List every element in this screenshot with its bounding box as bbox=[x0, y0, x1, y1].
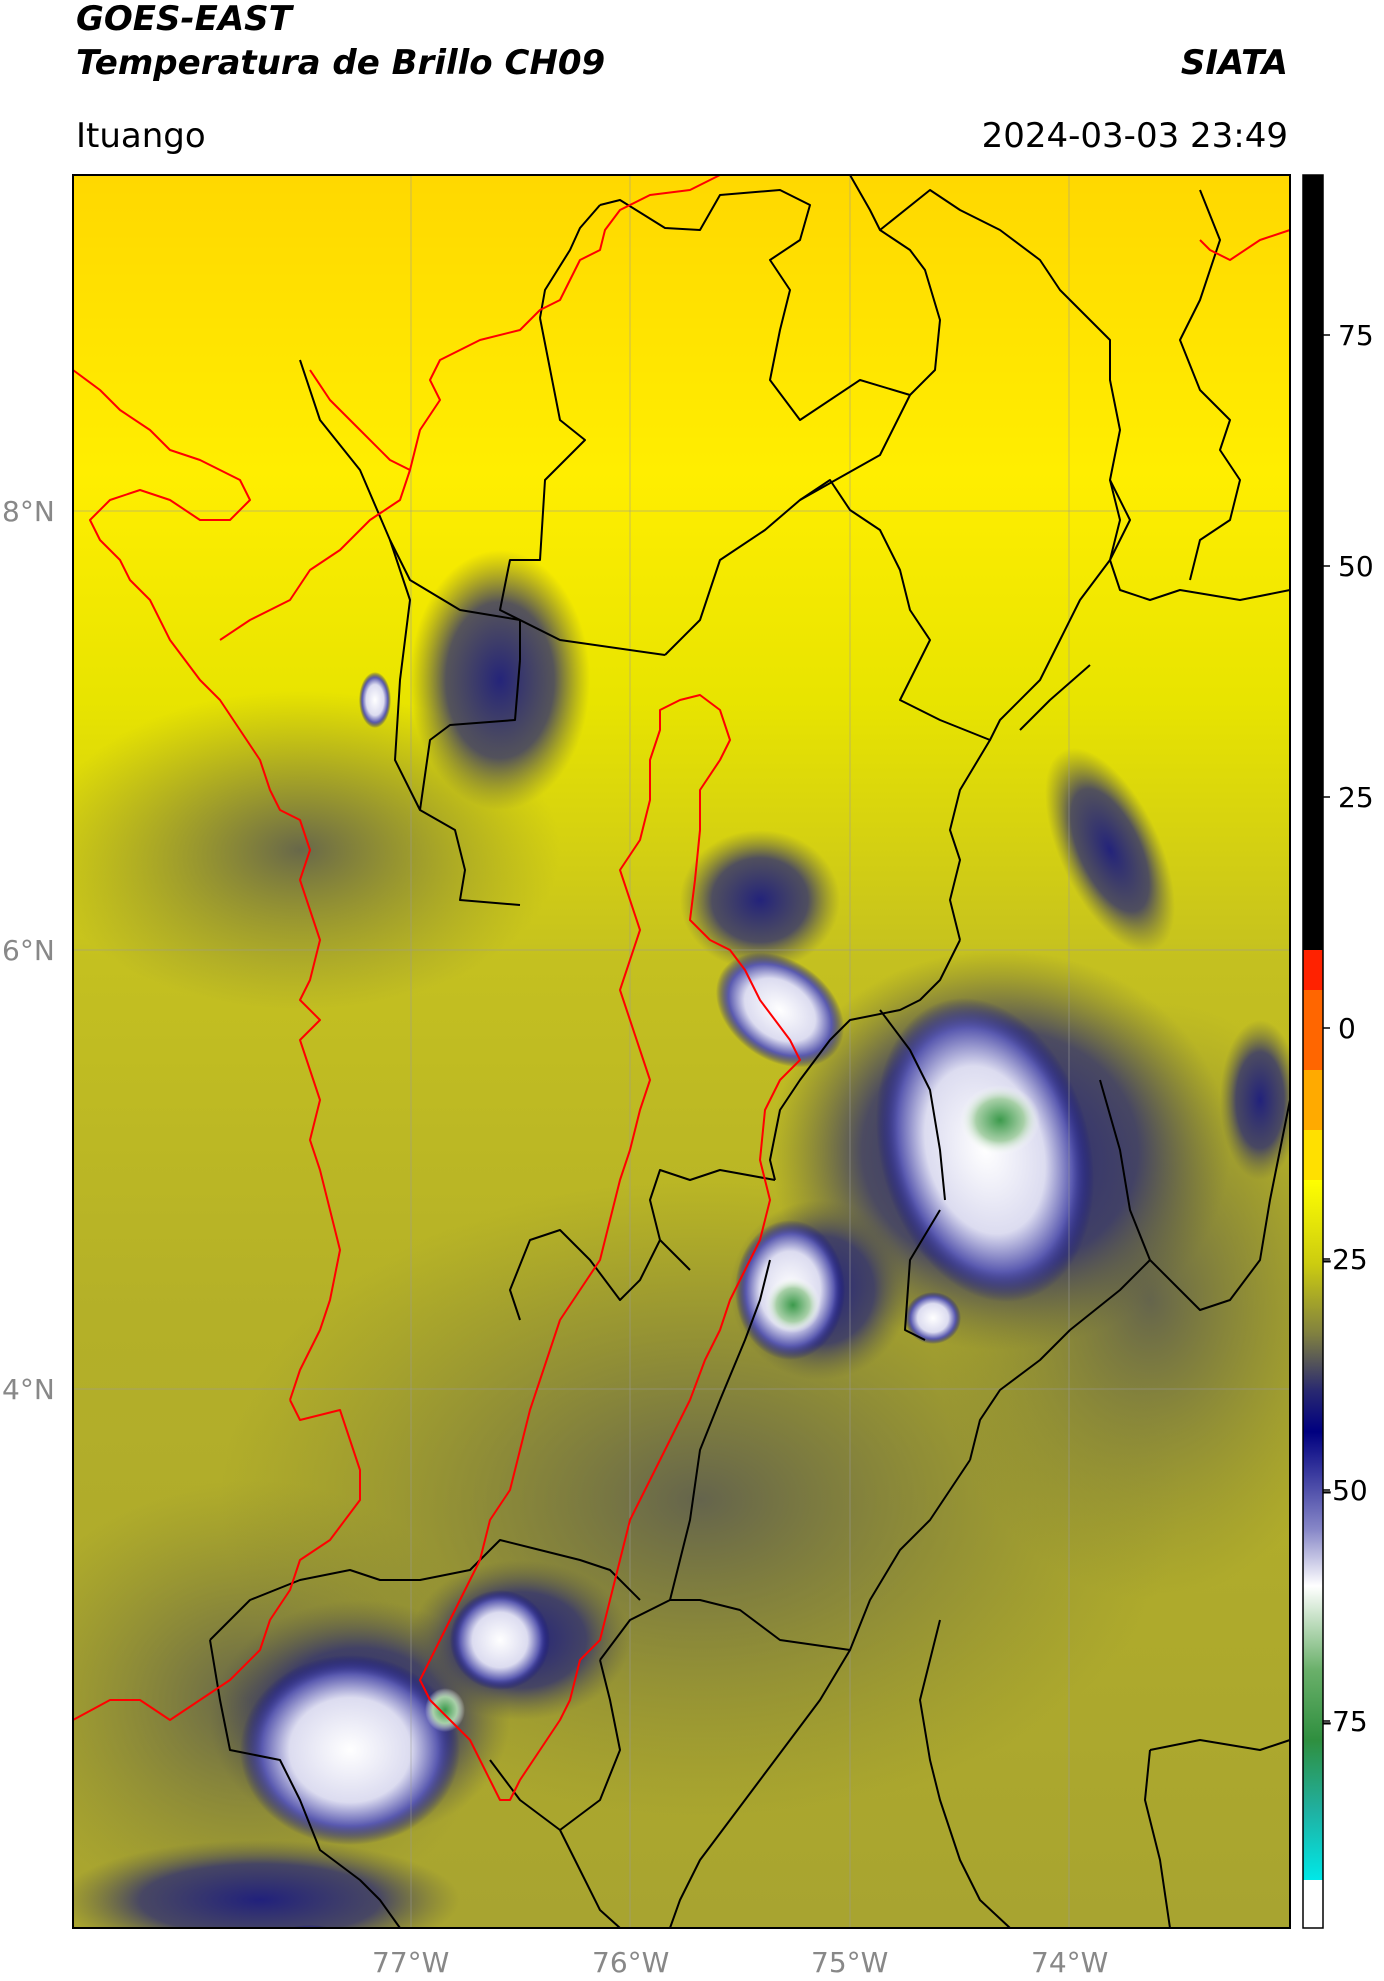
coastline-and-region-outline bbox=[72, 174, 1291, 1801]
colorbar-label-75: 75 bbox=[1338, 319, 1374, 352]
product-title: Temperatura de Brillo CH09 bbox=[76, 43, 606, 83]
colorbar-label-neg75: -75 bbox=[1322, 1705, 1368, 1738]
brightness-temperature-field bbox=[73, 175, 1290, 1928]
lat-label-6n: 6°N bbox=[2, 934, 55, 967]
map-frame bbox=[72, 174, 1291, 1929]
location-label: Ituango bbox=[76, 116, 206, 156]
lat-label-4n: 4°N bbox=[2, 1373, 55, 1406]
colorbar-label-0: 0 bbox=[1338, 1012, 1356, 1045]
colorbar-label-50: 50 bbox=[1338, 550, 1374, 583]
lat-label-8n: 8°N bbox=[2, 495, 55, 528]
department-boundaries bbox=[209, 174, 1291, 1929]
colorbar-label-25: 25 bbox=[1338, 781, 1374, 814]
colorbar: 75 50 25 0 -25 -50 -75 bbox=[1302, 174, 1374, 1929]
satellite-title: GOES-EAST bbox=[76, 0, 292, 39]
lon-label-74w: 74°W bbox=[1031, 1946, 1108, 1979]
colorbar-label-neg50: -50 bbox=[1322, 1474, 1368, 1507]
longitude-labels: 77°W 76°W 75°W 74°W bbox=[372, 1946, 1108, 1979]
lon-label-77w: 77°W bbox=[372, 1946, 449, 1979]
lon-label-76w: 76°W bbox=[592, 1946, 669, 1979]
lon-label-75w: 75°W bbox=[811, 1946, 888, 1979]
organization-label: SIATA bbox=[1180, 43, 1288, 83]
datetime-label: 2024-03-03 23:49 bbox=[981, 116, 1288, 156]
latitude-labels: 8°N 6°N 4°N bbox=[2, 495, 55, 1406]
colorbar-label-neg25: -25 bbox=[1322, 1243, 1368, 1276]
